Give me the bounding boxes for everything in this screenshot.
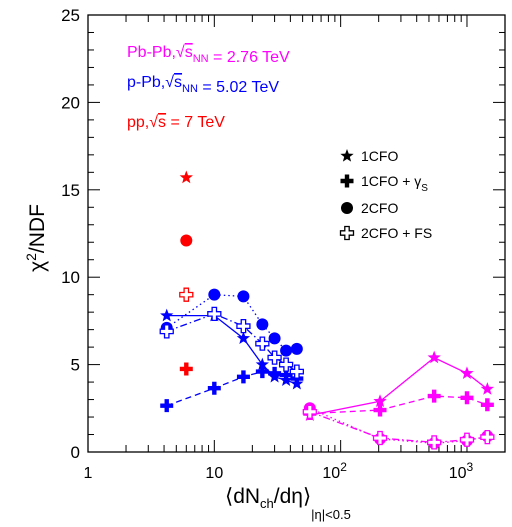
data-point-cross [373, 403, 387, 417]
data-point-cross [160, 399, 174, 413]
data-point-opencross [278, 357, 294, 372]
data-point-cross [179, 362, 193, 376]
data-point-circle [290, 342, 303, 355]
data-point-star [460, 366, 474, 379]
x-tick-label: 10 [205, 465, 223, 482]
series-markers [159, 170, 495, 450]
data-point-opencross [207, 306, 222, 322]
data-point-circle [237, 290, 250, 303]
data-point-circle [180, 234, 193, 247]
data-point-opencross [427, 435, 442, 450]
data-point-circle [280, 344, 293, 357]
y-tick-label: 0 [71, 443, 80, 462]
legend-marker-cross [340, 174, 354, 188]
data-point-opencross [372, 430, 388, 446]
system-label-pbpb: Pb-Pb,√sNN = 2.76 TeV [127, 44, 290, 66]
legend: 1CFO 1CFO + γS 2CFO 2CFO + FS [339, 148, 432, 241]
data-point-star [255, 357, 270, 371]
series-line [309, 411, 488, 444]
data-point-opencross [302, 404, 317, 419]
data-point-star [236, 331, 251, 345]
data-point-circle [256, 318, 269, 331]
x-tick-label: 103 [449, 460, 474, 482]
y-tick-label: 10 [61, 268, 80, 287]
x-tick-label: 102 [322, 460, 347, 482]
data-point-opencross [459, 432, 475, 447]
data-point-star [480, 382, 495, 395]
y-tick-label: 15 [61, 181, 80, 200]
data-point-cross [427, 389, 441, 403]
legend-marker-star [340, 149, 354, 162]
data-point-circle [268, 332, 281, 345]
data-point-opencross [255, 336, 270, 351]
axis-ticks [87, 14, 506, 453]
data-point-cross [207, 381, 221, 395]
tick-labels: 1 10 102 103 0 5 10 15 20 25 [61, 6, 473, 482]
data-point-star [160, 308, 174, 322]
data-point-opencross [480, 429, 495, 445]
data-point-opencross [289, 364, 304, 379]
legend-label: 2CFO [361, 200, 398, 216]
data-point-star [179, 170, 193, 184]
system-label-ppb: p-Pb,√sNN = 5.02 TeV [127, 74, 279, 96]
legend-label: 1CFO + γS [361, 173, 428, 194]
data-point-circle [208, 288, 221, 301]
series-line [309, 356, 488, 416]
y-tick-label: 5 [71, 356, 80, 375]
data-point-star [427, 350, 441, 364]
legend-marker-opencross [339, 225, 355, 241]
y-tick-label: 25 [61, 6, 80, 25]
system-label-pp: pp,√s = 7 TeV [127, 114, 225, 131]
data-point-cross [255, 365, 269, 379]
legend-label: 2CFO + FS [361, 225, 432, 241]
data-point-cross [460, 391, 474, 405]
data-point-cross [236, 370, 250, 384]
data-point-star [373, 394, 387, 407]
y-axis-title: χ2/NDF [23, 204, 49, 272]
data-point-opencross [267, 350, 282, 365]
legend-marker-circle [341, 202, 353, 214]
legend-label: 1CFO [361, 148, 398, 164]
data-point-cross [480, 398, 494, 412]
data-point-opencross [159, 324, 174, 339]
data-point-cross [279, 368, 293, 382]
system-labels: Pb-Pb,√sNN = 2.76 TeV p-Pb,√sNN = 5.02 T… [127, 44, 290, 131]
y-tick-label: 20 [61, 93, 80, 112]
data-point-opencross [179, 287, 194, 302]
plot-frame [87, 14, 506, 453]
x-tick-label: 1 [84, 465, 93, 482]
data-point-cross [268, 366, 282, 380]
x-axis-title: ⟨dNch/dη⟩|η|<0.5 [225, 485, 351, 522]
data-point-opencross [236, 318, 251, 334]
